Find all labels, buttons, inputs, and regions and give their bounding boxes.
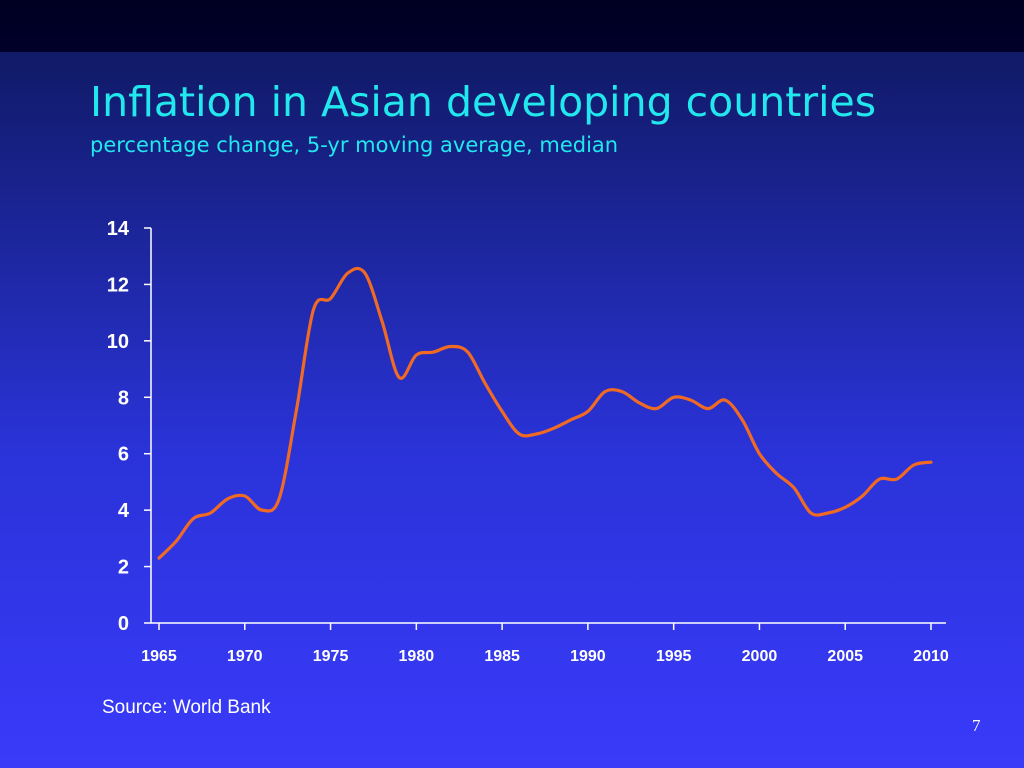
y-tick-label: 10 bbox=[107, 331, 129, 353]
page-number: 7 bbox=[972, 716, 981, 735]
source-note: Source: World Bank bbox=[102, 697, 271, 718]
y-tick-label: 4 bbox=[118, 500, 130, 522]
series-line-inflation bbox=[157, 266, 933, 560]
y-tick-label: 0 bbox=[118, 613, 129, 635]
x-tick-label: 1975 bbox=[313, 648, 349, 665]
x-tick-label: 1965 bbox=[141, 648, 177, 665]
y-tick-label: 6 bbox=[118, 444, 129, 466]
x-tick-label: 1995 bbox=[656, 648, 692, 665]
slide-subtitle: percentage change, 5-yr moving average, … bbox=[90, 133, 619, 157]
chart-plot-area bbox=[157, 266, 933, 560]
y-tick-label: 14 bbox=[107, 218, 130, 240]
y-tick-label: 2 bbox=[118, 557, 129, 579]
x-tick-label: 1985 bbox=[484, 648, 520, 665]
x-tick-label: 2005 bbox=[827, 648, 863, 665]
slide-title: Inflation in Asian developing countries bbox=[90, 78, 877, 126]
chart-ticks: 0 2 4 6 8 10 12 14 1965 1970 1975 1980 1985 1990 1995 2… bbox=[107, 218, 949, 665]
chart-axes bbox=[150, 228, 946, 624]
y-tick-label: 8 bbox=[118, 387, 129, 409]
x-tick-label: 1990 bbox=[570, 648, 606, 665]
x-tick-label: 1980 bbox=[399, 648, 435, 665]
y-tick-label: 12 bbox=[107, 274, 129, 296]
x-tick-label: 1970 bbox=[227, 648, 263, 665]
x-tick-label: 2010 bbox=[913, 648, 949, 665]
x-tick-label: 2000 bbox=[742, 648, 778, 665]
